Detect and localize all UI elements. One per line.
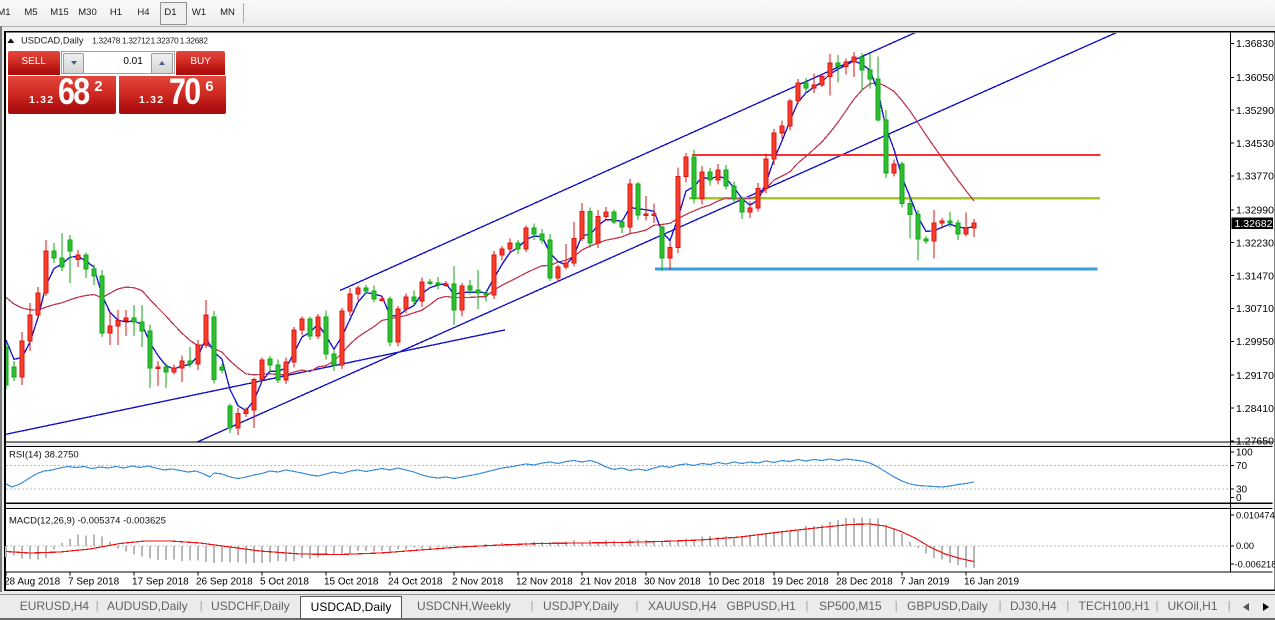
svg-text:28 Dec 2018: 28 Dec 2018: [836, 576, 893, 587]
svg-text:1.31470: 1.31470: [1236, 270, 1274, 282]
svg-text:2 Nov 2018: 2 Nov 2018: [452, 576, 504, 587]
svg-text:19 Dec 2018: 19 Dec 2018: [772, 576, 829, 587]
svg-text:RSI(14) 38.2750: RSI(14) 38.2750: [9, 450, 79, 461]
svg-text:10 Dec 2018: 10 Dec 2018: [708, 576, 765, 587]
svg-text:1.32682: 1.32682: [1235, 218, 1273, 230]
svg-text:USDCAD,Daily: USDCAD,Daily: [21, 36, 84, 46]
svg-text:26 Sep 2018: 26 Sep 2018: [196, 576, 253, 587]
svg-text:1.30710: 1.30710: [1236, 303, 1274, 315]
svg-text:7 Jan 2019: 7 Jan 2019: [900, 576, 950, 587]
svg-text:1.36830: 1.36830: [1236, 38, 1274, 50]
svg-text:1.32230: 1.32230: [1236, 237, 1274, 249]
svg-text:5 Oct 2018: 5 Oct 2018: [260, 576, 309, 587]
svg-text:1.29950: 1.29950: [1236, 336, 1274, 348]
svg-text:MACD(12,26,9) -0.005374 -0.003: MACD(12,26,9) -0.005374 -0.003625: [9, 516, 166, 527]
svg-text:28 Aug 2018: 28 Aug 2018: [4, 576, 61, 587]
svg-text:1.33770: 1.33770: [1236, 171, 1274, 183]
svg-text:12 Nov 2018: 12 Nov 2018: [516, 576, 573, 587]
svg-text:100: 100: [1236, 448, 1253, 459]
svg-text:1.32370: 1.32370: [151, 37, 180, 46]
svg-text:17 Sep 2018: 17 Sep 2018: [132, 576, 189, 587]
svg-text:1.35290: 1.35290: [1236, 105, 1274, 117]
svg-text:0.010474: 0.010474: [1236, 511, 1275, 521]
svg-text:70: 70: [1236, 461, 1248, 472]
svg-text:1.34530: 1.34530: [1236, 138, 1274, 150]
svg-text:1.36050: 1.36050: [1236, 72, 1274, 84]
svg-text:21 Nov 2018: 21 Nov 2018: [580, 576, 637, 587]
svg-text:24 Oct 2018: 24 Oct 2018: [388, 576, 443, 587]
svg-text:1.32682: 1.32682: [180, 37, 209, 46]
svg-text:30 Nov 2018: 30 Nov 2018: [644, 576, 701, 587]
svg-text:1.27650: 1.27650: [1236, 436, 1274, 448]
svg-text:1.29170: 1.29170: [1236, 370, 1274, 382]
svg-text:0.00: 0.00: [1236, 541, 1254, 551]
svg-text:-0.006218: -0.006218: [1235, 559, 1275, 569]
svg-text:0: 0: [1236, 493, 1242, 504]
svg-text:1.32478: 1.32478: [92, 37, 121, 46]
svg-text:1.32712: 1.32712: [122, 37, 151, 46]
svg-text:16 Jan 2019: 16 Jan 2019: [964, 576, 1019, 587]
svg-text:1.28410: 1.28410: [1236, 403, 1274, 415]
svg-text:7 Sep 2018: 7 Sep 2018: [68, 576, 120, 587]
svg-text:15 Oct 2018: 15 Oct 2018: [324, 576, 379, 587]
svg-text:1.32990: 1.32990: [1236, 205, 1274, 217]
svg-text:30: 30: [1236, 485, 1248, 496]
